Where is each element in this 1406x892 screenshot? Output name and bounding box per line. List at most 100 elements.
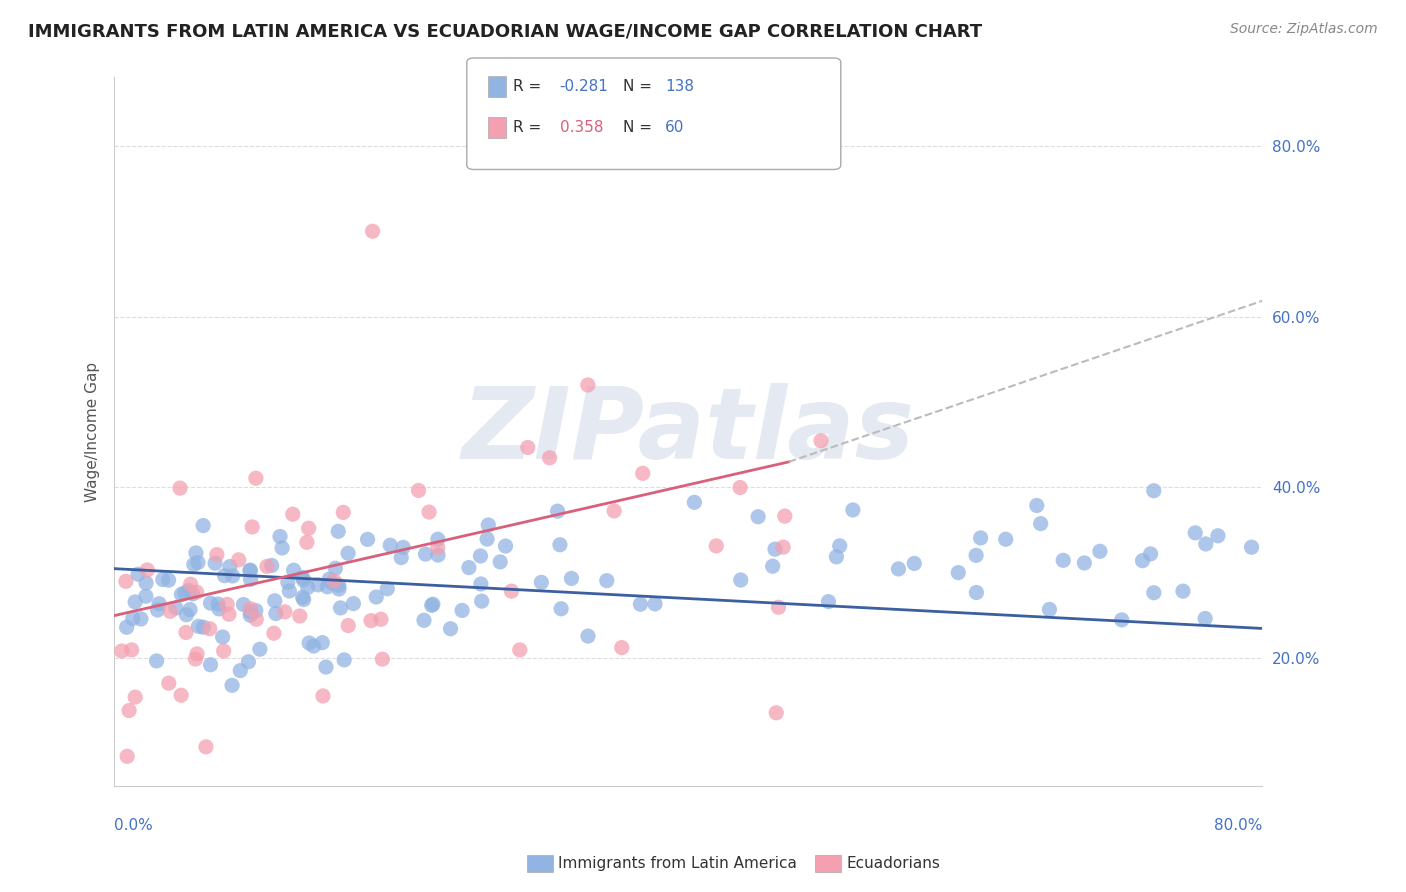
- Text: ZIPatlas: ZIPatlas: [461, 384, 915, 481]
- Point: [177, 583, 200, 598]
- Text: 60: 60: [665, 120, 685, 135]
- Text: Ecuadorians: Ecuadorians: [846, 856, 941, 871]
- Point: [239, 573, 262, 587]
- Point: [277, 575, 299, 590]
- Text: N =: N =: [623, 120, 657, 135]
- Point: [415, 547, 437, 561]
- Point: [420, 599, 443, 613]
- Point: [475, 532, 498, 546]
- Point: [208, 602, 231, 616]
- Point: [413, 613, 436, 627]
- Point: [548, 538, 571, 552]
- Point: [170, 688, 193, 702]
- Point: [291, 571, 314, 585]
- Point: [1184, 525, 1206, 540]
- Point: [214, 568, 236, 582]
- Point: [219, 559, 242, 574]
- Point: [136, 563, 159, 577]
- Point: [547, 504, 569, 518]
- Point: [903, 557, 925, 571]
- Point: [810, 434, 832, 448]
- Point: [1073, 556, 1095, 570]
- Point: [118, 704, 141, 718]
- Point: [239, 608, 262, 623]
- Point: [256, 559, 278, 574]
- Point: [333, 653, 356, 667]
- Point: [115, 620, 138, 634]
- Point: [470, 577, 492, 591]
- Point: [263, 626, 285, 640]
- Point: [278, 584, 301, 599]
- Point: [245, 604, 267, 618]
- Point: [408, 483, 430, 498]
- Point: [176, 607, 198, 622]
- Point: [181, 587, 204, 601]
- Point: [159, 604, 181, 618]
- Point: [297, 521, 319, 535]
- Point: [495, 539, 517, 553]
- Point: [427, 548, 450, 562]
- Point: [121, 611, 143, 625]
- Point: [245, 471, 267, 485]
- Point: [969, 531, 991, 545]
- Point: [191, 518, 214, 533]
- Text: Immigrants from Latin America: Immigrants from Latin America: [558, 856, 797, 871]
- Point: [644, 597, 666, 611]
- Point: [180, 577, 202, 591]
- Point: [274, 605, 297, 619]
- Point: [1240, 540, 1263, 554]
- Point: [329, 601, 352, 615]
- Point: [1029, 516, 1052, 531]
- Point: [111, 644, 134, 658]
- Point: [342, 597, 364, 611]
- Point: [115, 574, 138, 589]
- Point: [157, 573, 180, 587]
- Point: [271, 541, 294, 555]
- Text: 80.0%: 80.0%: [1215, 818, 1263, 833]
- Point: [239, 601, 262, 615]
- Point: [152, 573, 174, 587]
- Point: [603, 504, 626, 518]
- Point: [1088, 544, 1111, 558]
- Point: [328, 524, 350, 539]
- Point: [221, 569, 243, 583]
- Point: [232, 598, 254, 612]
- Point: [124, 595, 146, 609]
- Point: [186, 585, 208, 599]
- Point: [311, 635, 333, 649]
- Point: [184, 546, 207, 560]
- Point: [292, 573, 315, 587]
- Point: [550, 601, 572, 615]
- Point: [183, 558, 205, 572]
- Point: [439, 622, 461, 636]
- Point: [509, 643, 531, 657]
- Point: [173, 586, 195, 600]
- Point: [828, 539, 851, 553]
- Point: [264, 607, 287, 621]
- Point: [965, 585, 987, 599]
- Point: [994, 533, 1017, 547]
- Point: [337, 546, 360, 560]
- Point: [228, 553, 250, 567]
- Point: [194, 739, 217, 754]
- Point: [451, 603, 474, 617]
- Point: [763, 542, 786, 557]
- Point: [817, 594, 839, 608]
- Point: [200, 657, 222, 672]
- Point: [135, 589, 157, 603]
- Point: [965, 549, 987, 563]
- Point: [146, 603, 169, 617]
- Point: [371, 652, 394, 666]
- Point: [1025, 499, 1047, 513]
- Point: [477, 518, 499, 533]
- Point: [187, 556, 209, 570]
- Point: [129, 612, 152, 626]
- Point: [288, 609, 311, 624]
- Point: [516, 441, 538, 455]
- Text: -0.281: -0.281: [560, 79, 609, 94]
- Point: [321, 575, 343, 590]
- Point: [200, 596, 222, 610]
- Point: [380, 538, 402, 552]
- Point: [1143, 483, 1166, 498]
- Point: [204, 556, 226, 570]
